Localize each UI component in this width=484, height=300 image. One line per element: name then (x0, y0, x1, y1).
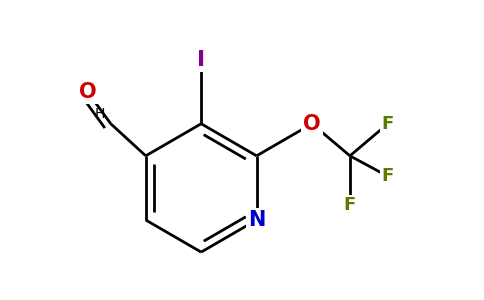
Text: F: F (344, 196, 356, 214)
Text: F: F (382, 115, 394, 133)
Text: F: F (382, 167, 394, 185)
Text: H: H (94, 107, 105, 121)
Text: N: N (248, 210, 265, 230)
Text: O: O (303, 114, 321, 134)
Text: O: O (78, 82, 96, 102)
Text: I: I (197, 50, 205, 70)
